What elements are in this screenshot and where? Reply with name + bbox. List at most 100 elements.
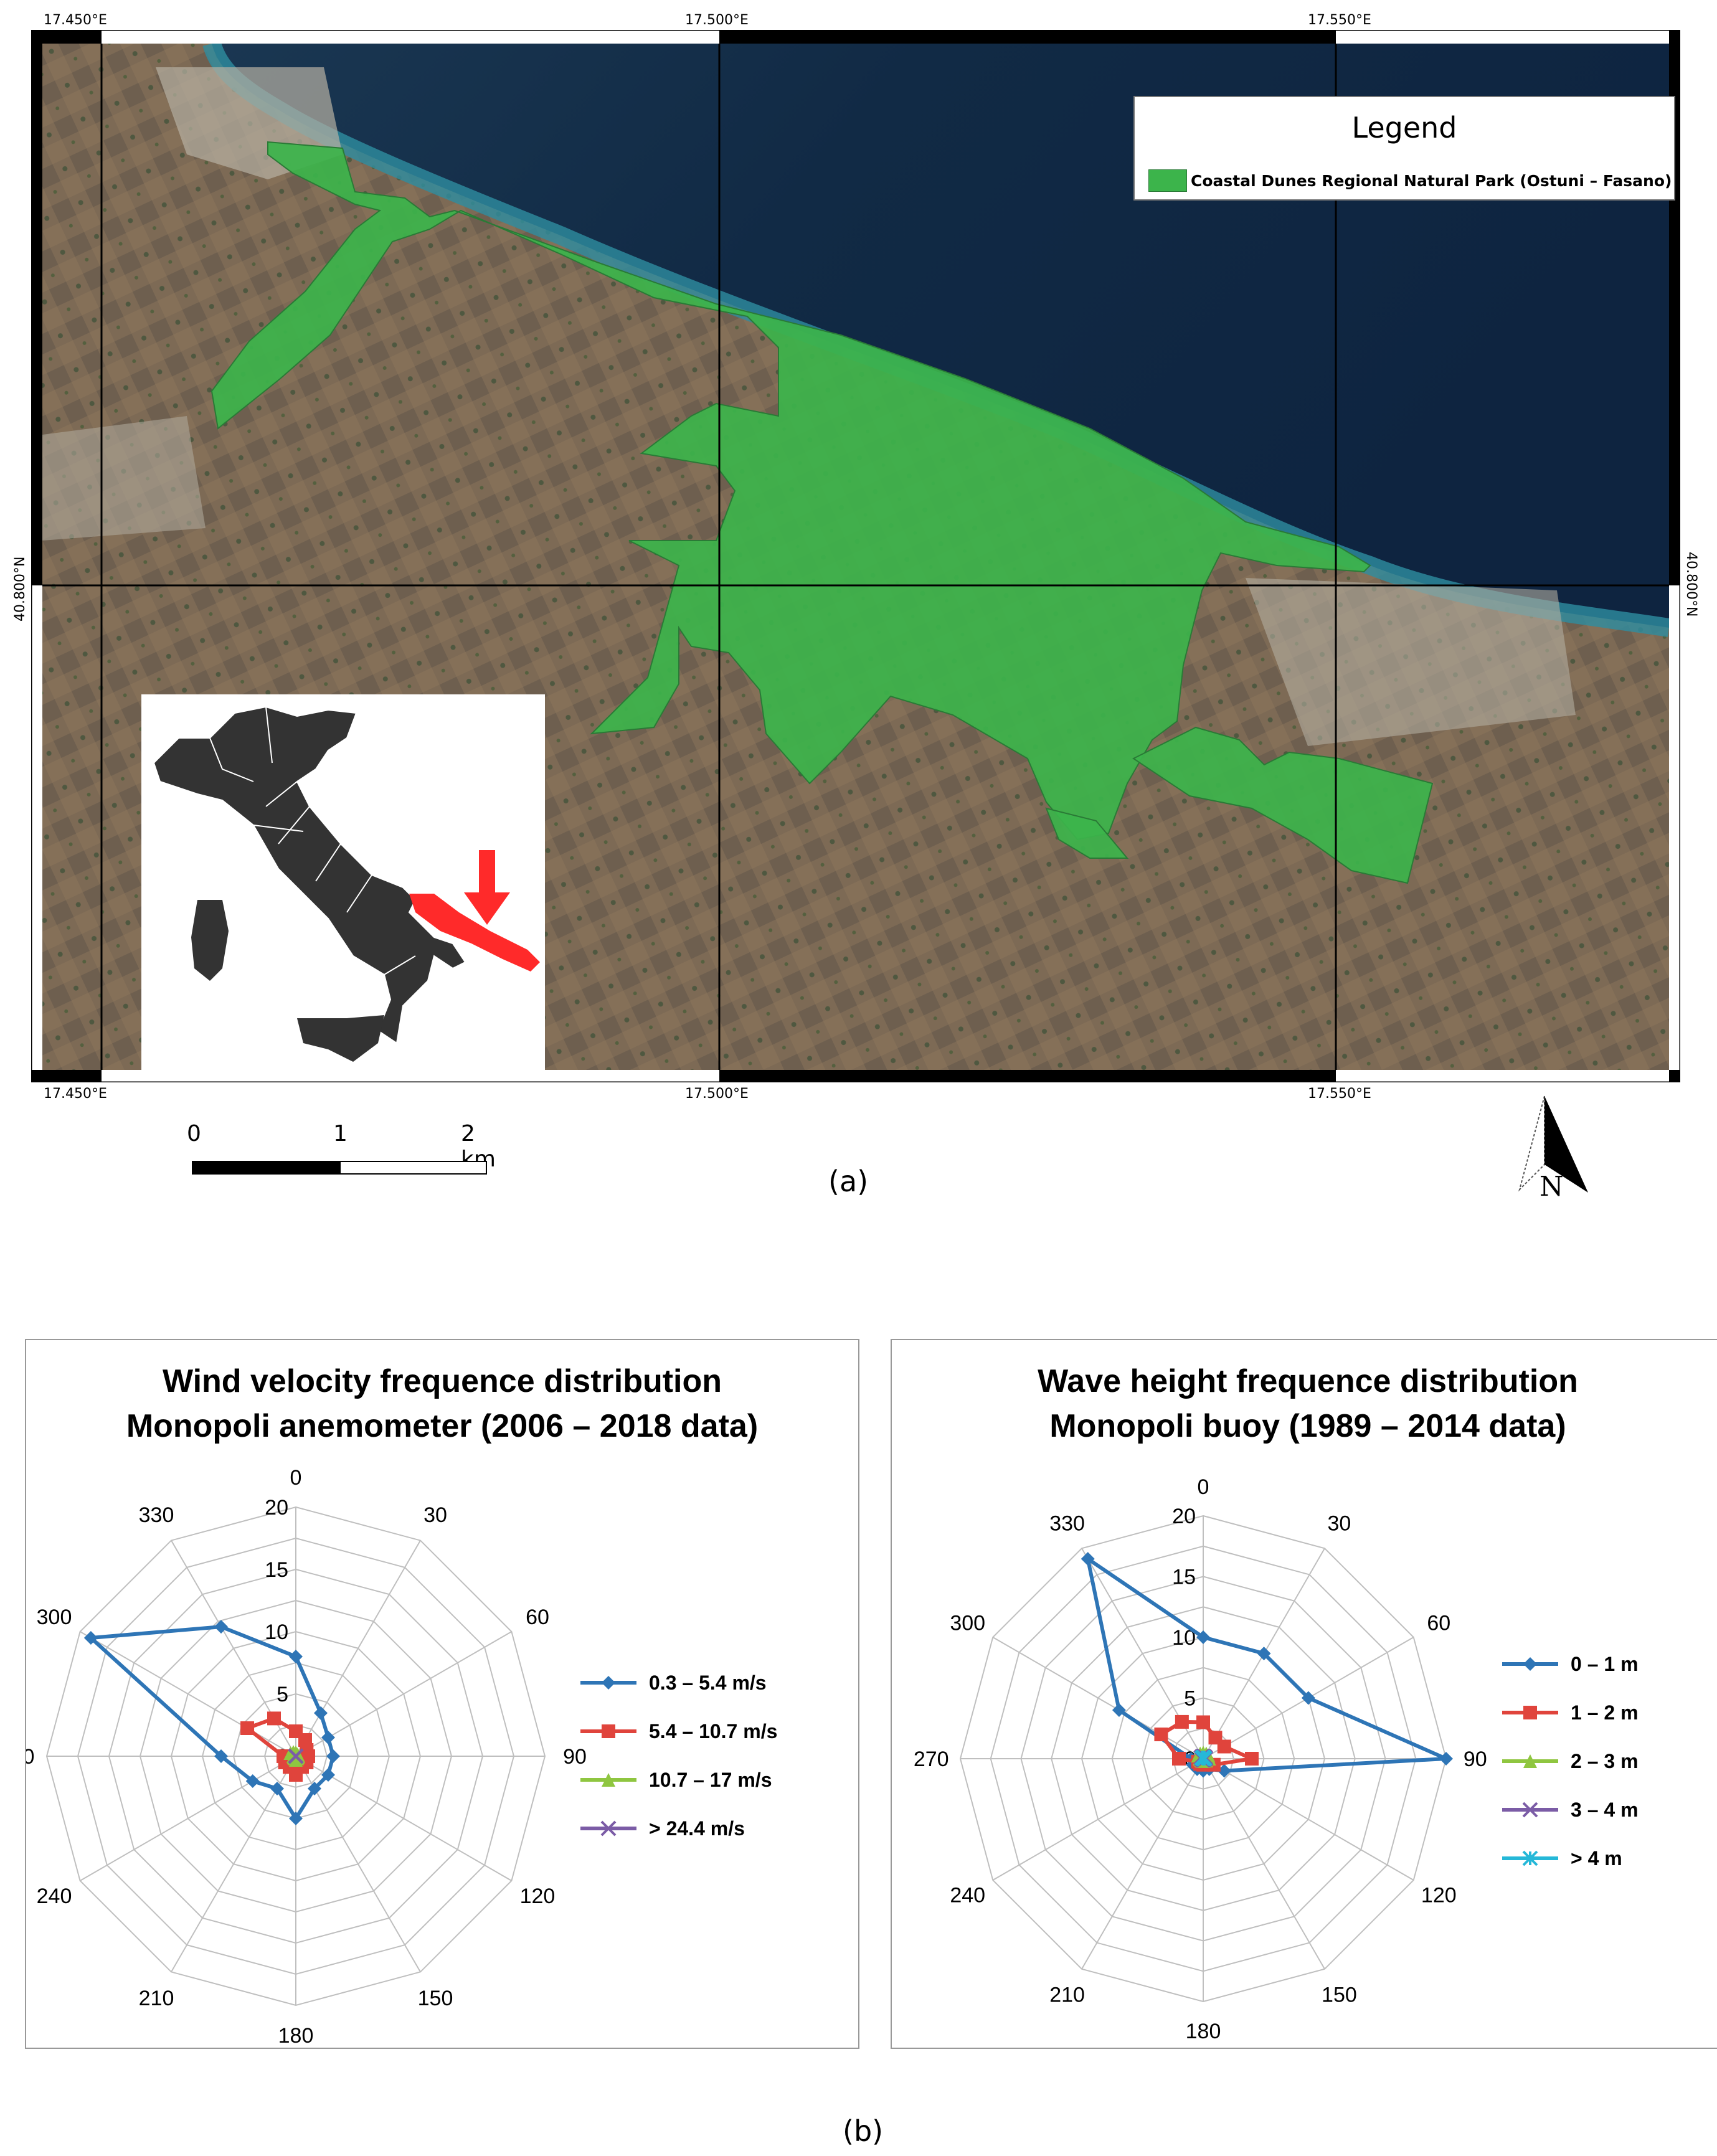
- legend-label: 2 – 3 m: [1571, 1750, 1639, 1772]
- legend-marker: [1523, 1657, 1537, 1671]
- legend-marker: [1522, 1802, 1538, 1818]
- lon-label-bottom-1: 17.450°E: [44, 1086, 107, 1102]
- legend-marker: [1523, 1706, 1537, 1719]
- legend-marker: [602, 1724, 615, 1738]
- data-point: [214, 1749, 228, 1763]
- grid-spoke: [1081, 1758, 1204, 1970]
- map-legend: Legend Coastal Dunes Regional Natural Pa…: [1133, 96, 1675, 201]
- direction-label: 240: [37, 1884, 72, 1908]
- legend-marker: [602, 1773, 615, 1787]
- legend-label: 0.3 – 5.4 m/s: [649, 1671, 767, 1694]
- caption-b: (b): [843, 2114, 884, 2148]
- wave-rose-chart: Wave height frequence distribution Monop…: [891, 1339, 1717, 2049]
- data-point: [1439, 1752, 1453, 1766]
- wind-rose-chart: Wind velocity frequence distribution Mon…: [25, 1339, 859, 2049]
- direction-label: 90: [563, 1745, 587, 1769]
- data-point: [1245, 1752, 1259, 1766]
- satellite-map: Legend Coastal Dunes Regional Natural Pa…: [12, 12, 1699, 1102]
- data-point: [267, 1711, 281, 1726]
- north-arrow-icon: N: [1518, 1095, 1588, 1202]
- data-point: [289, 1812, 303, 1825]
- chart-title-line-1: Wave height frequence distribution: [1038, 1363, 1578, 1399]
- legend-marker: [602, 1676, 615, 1690]
- town-west: [42, 416, 206, 541]
- data-point: [83, 1631, 98, 1645]
- radial-tick-label: 5: [277, 1683, 288, 1706]
- grid-spoke: [80, 1631, 296, 1757]
- data-point: [321, 1768, 335, 1782]
- town-east: [1246, 578, 1576, 746]
- scale-segment-white: [339, 1161, 487, 1175]
- data-point: [214, 1620, 228, 1634]
- grid-spoke: [80, 1756, 296, 1881]
- direction-label: 0: [290, 1466, 302, 1490]
- data-point: [1217, 1764, 1231, 1778]
- data-point: [270, 1781, 284, 1795]
- legend-marker: [1522, 1850, 1538, 1866]
- direction-label: 0: [1198, 1475, 1209, 1499]
- data-point: [1081, 1552, 1095, 1566]
- series-3: [288, 1748, 304, 1764]
- chart-title-line-2: Monopoli anemometer (2006 – 2018 data): [126, 1408, 759, 1444]
- puglia-region: [409, 894, 540, 972]
- legend-marker: [1523, 1754, 1537, 1768]
- direction-label: 330: [139, 1503, 174, 1527]
- direction-label: 270: [26, 1745, 34, 1769]
- north-label: N: [1540, 1171, 1564, 1202]
- data-point: [1196, 1630, 1210, 1644]
- data-point: [1194, 1749, 1211, 1766]
- series-0: [83, 1620, 340, 1825]
- legend-label: 5.4 – 10.7 m/s: [649, 1720, 777, 1742]
- park-area: [210, 141, 1371, 841]
- chart-title-line-1: Wind velocity frequence distribution: [162, 1363, 722, 1399]
- direction-label: 180: [278, 2024, 314, 2048]
- legend-swatch: [1148, 169, 1187, 192]
- direction-label: 60: [526, 1605, 549, 1629]
- lon-label-bottom-2: 17.500°E: [685, 1086, 749, 1102]
- legend-label: 0 – 1 m: [1571, 1653, 1639, 1675]
- radial-tick-label: 20: [1172, 1505, 1196, 1528]
- grid-spoke: [295, 1540, 421, 1757]
- grid-spoke: [992, 1637, 1204, 1759]
- lat-label-left: 40.800°N: [12, 556, 28, 622]
- series-line: [1085, 1554, 1447, 1773]
- scale-label-0: 0: [187, 1121, 201, 1147]
- series-4: [1194, 1749, 1213, 1767]
- grid-spoke: [992, 1758, 1204, 1881]
- direction-label: 300: [37, 1605, 72, 1629]
- direction-label: 150: [418, 1987, 453, 2010]
- series-0: [1081, 1552, 1453, 1778]
- data-point: [314, 1706, 328, 1720]
- legend-label: 3 – 4 m: [1571, 1799, 1639, 1821]
- data-point: [1112, 1703, 1126, 1717]
- direction-label: 300: [950, 1612, 985, 1635]
- radial-tick-label: 5: [1184, 1687, 1196, 1711]
- location-arrow-icon: [464, 850, 510, 925]
- legend-label: > 24.4 m/s: [649, 1817, 745, 1840]
- scale-label-1: 1: [333, 1121, 348, 1147]
- scale-segment-black: [192, 1161, 339, 1175]
- legend-item-label: Coastal Dunes Regional Natural Park (Ost…: [1191, 172, 1672, 190]
- legend-label: > 4 m: [1571, 1847, 1622, 1870]
- radial-tick-label: 10: [265, 1620, 288, 1644]
- caption-a: (a): [828, 1165, 869, 1198]
- direction-label: 120: [1421, 1883, 1457, 1907]
- series-1: [240, 1711, 315, 1782]
- grid-spoke: [1203, 1758, 1325, 1970]
- italy-mainland: [153, 706, 466, 1044]
- radial-tick-label: 15: [265, 1558, 288, 1582]
- data-point: [288, 1748, 304, 1764]
- radial-tick-label: 15: [1172, 1566, 1196, 1589]
- data-point: [1172, 1752, 1186, 1766]
- data-point: [245, 1774, 260, 1788]
- direction-label: 90: [1464, 1747, 1487, 1771]
- legend-label: 10.7 – 17 m/s: [649, 1769, 772, 1791]
- direction-label: 120: [520, 1884, 556, 1908]
- direction-label: 210: [139, 1987, 174, 2010]
- lat-label-right: 40.800°N: [1683, 552, 1699, 617]
- direction-label: 330: [1049, 1512, 1085, 1536]
- direction-label: 270: [914, 1747, 949, 1771]
- direction-label: 30: [423, 1503, 447, 1527]
- lon-label-top-1: 17.450°E: [44, 12, 107, 28]
- data-point: [1154, 1728, 1168, 1741]
